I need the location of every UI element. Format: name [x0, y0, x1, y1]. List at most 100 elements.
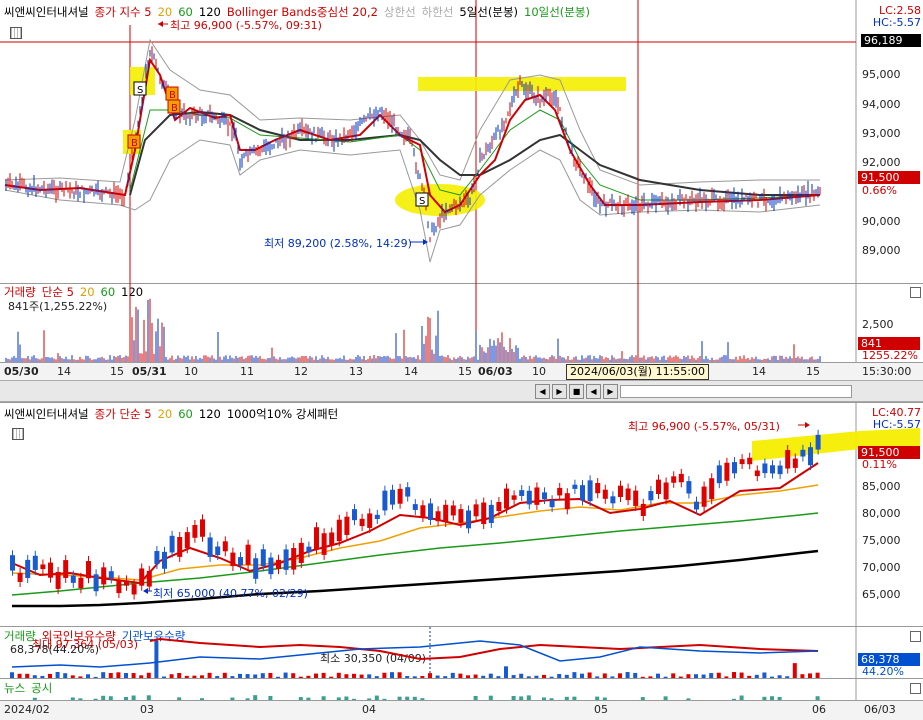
news-panel[interactable]: 뉴스 공시 — [0, 678, 923, 701]
legend-lower-band[interactable]: 하한선 — [421, 5, 454, 19]
holdings-volume-bar — [633, 672, 638, 679]
candle-body — [139, 568, 145, 586]
holdings-volume-bar — [732, 672, 736, 679]
holdings-volume-bar — [549, 676, 554, 679]
holdings-volume-bar — [663, 676, 668, 679]
candle-body — [663, 482, 669, 500]
legend-news[interactable]: 뉴스 — [4, 681, 26, 695]
stop-button[interactable]: ■ — [569, 384, 584, 399]
candle-body — [344, 516, 350, 535]
news-bar — [549, 698, 554, 701]
legend-ma60[interactable]: 60 — [178, 5, 193, 19]
candle-body — [519, 490, 525, 496]
candle-body — [352, 509, 357, 521]
legend-ma20[interactable]: 20 — [157, 5, 173, 19]
daily-candle-chart[interactable] — [0, 403, 923, 627]
legend-close-index[interactable]: 종가 지수 5 — [94, 5, 152, 19]
news-bar — [382, 698, 387, 701]
legend-stock-name[interactable]: 씨앤씨인터내셔널 — [4, 407, 89, 421]
panel-maximize-icon[interactable] — [910, 631, 921, 642]
candle-body — [542, 492, 547, 500]
top-price-chart[interactable]: S B B B S — [0, 0, 923, 283]
news-bar — [770, 696, 774, 701]
holdings-volume-bar — [504, 666, 508, 679]
marker-s2: S — [419, 196, 425, 207]
time-label: 10 — [532, 365, 546, 378]
legend-sma120[interactable]: 120 — [198, 407, 221, 421]
legend-5min-line[interactable]: 5일선(분봉) — [459, 5, 519, 19]
legend-disclosure[interactable]: 공시 — [31, 681, 53, 695]
holdings-volume-bar — [580, 673, 584, 679]
legend-10min-line[interactable]: 10일선(분봉) — [524, 5, 590, 19]
holdings-volume-bar — [648, 676, 653, 679]
legend-bollinger[interactable]: Bollinger Bands중심선 20,2 — [226, 5, 378, 19]
candle-body — [701, 486, 707, 507]
time-label: 12 — [294, 365, 308, 378]
scroll-track[interactable] — [620, 385, 852, 398]
time-label: 15 — [110, 365, 124, 378]
legend-pattern[interactable]: 1000억10% 강세패턴 — [226, 407, 339, 421]
news-bar — [93, 698, 98, 701]
holdings-value-box: 68,378 — [858, 653, 920, 666]
holdings-panel[interactable]: 거래량 외국인보유수량 기관보유수량 최대 97,364 (05/03) 68,… — [0, 626, 923, 679]
top-volume-panel[interactable]: 거래량 단순 5 20 60 120 841주(1,255.22%) 2,500… — [0, 283, 923, 362]
legend-sma120[interactable]: 120 — [121, 285, 144, 299]
holdings-volume-bar — [374, 676, 379, 679]
holdings-volume-bar — [671, 673, 676, 679]
holdings-volume-bar — [709, 673, 714, 679]
bottom-price-panel[interactable]: 씨앤씨인터내셔널 종가 단순 5 20 60 120 1000억10% 강세패턴… — [0, 402, 923, 627]
legend-foreign[interactable]: 외국인보유수량 — [41, 629, 116, 643]
candle-body — [245, 544, 251, 565]
candle-body — [78, 577, 84, 589]
legend-sma60[interactable]: 60 — [178, 407, 193, 421]
scroll-right-button[interactable]: ▶ — [552, 384, 567, 399]
candle-body — [572, 484, 578, 489]
time-label: 14 — [57, 365, 71, 378]
candle-body — [230, 552, 236, 567]
holdings-volume-bar — [78, 676, 83, 679]
candle-body — [321, 533, 327, 555]
volume-pct: 1255.22% — [862, 349, 918, 362]
candle-body — [86, 561, 91, 579]
top-price-panel[interactable]: 씨앤씨인터내셔널 종가 지수 5 20 60 120 Bollinger Ban… — [0, 0, 923, 284]
candle-body — [63, 560, 69, 578]
legend-upper-band[interactable]: 상한선 — [383, 5, 416, 19]
scroll-left-button[interactable]: ◀ — [535, 384, 550, 399]
legend-stock-name[interactable]: 씨앤씨인터내셔널 — [4, 5, 89, 19]
grid-toggle-icon[interactable] — [12, 428, 24, 440]
news-bar — [519, 696, 524, 701]
legend-sma20[interactable]: 20 — [79, 285, 95, 299]
panel-maximize-icon[interactable] — [910, 683, 921, 694]
candle-body — [192, 525, 198, 538]
candle-body — [428, 503, 433, 521]
legend-sma60[interactable]: 60 — [100, 285, 116, 299]
legend-ma120[interactable]: 120 — [198, 5, 221, 19]
grid-toggle-icon[interactable] — [10, 27, 22, 39]
candle-body — [504, 488, 509, 509]
time-label: 14 — [752, 365, 766, 378]
scroll-bar[interactable]: ◀ ▶ ■ ◀ ▶ — [0, 380, 923, 402]
panel-maximize-icon[interactable] — [910, 287, 921, 298]
news-bar — [298, 697, 303, 701]
news-bar — [511, 695, 516, 701]
holdings-volume-bar — [473, 674, 478, 679]
date-label: 05 — [594, 703, 608, 716]
holdings-volume-bar — [314, 673, 318, 679]
holdings-volume-bar — [344, 674, 349, 679]
holdings-volume-bar — [511, 675, 516, 679]
page-left-button[interactable]: ◀ — [586, 384, 601, 399]
page-right-button[interactable]: ▶ — [603, 384, 618, 399]
legend-sma5[interactable]: 단순 5 — [41, 285, 74, 299]
holdings-max-label: 최대 97,364 (05/03) — [32, 638, 139, 651]
candle-body — [785, 450, 791, 469]
candle-body — [169, 535, 175, 553]
candle-body — [397, 488, 403, 504]
holdings-volume-bar — [40, 675, 45, 679]
news-bar — [405, 696, 410, 701]
top-time-axis[interactable]: 05/30 14 15 05/31 10 11 12 13 14 15 06/0… — [0, 362, 923, 381]
legend-sma5[interactable]: 종가 단순 5 — [94, 407, 152, 421]
legend-volume[interactable]: 거래량 — [4, 285, 36, 299]
bottom-time-axis[interactable]: 2024/02 03 04 05 06 06/03 — [0, 700, 923, 720]
legend-volume[interactable]: 거래량 — [4, 629, 36, 643]
legend-sma20[interactable]: 20 — [157, 407, 173, 421]
